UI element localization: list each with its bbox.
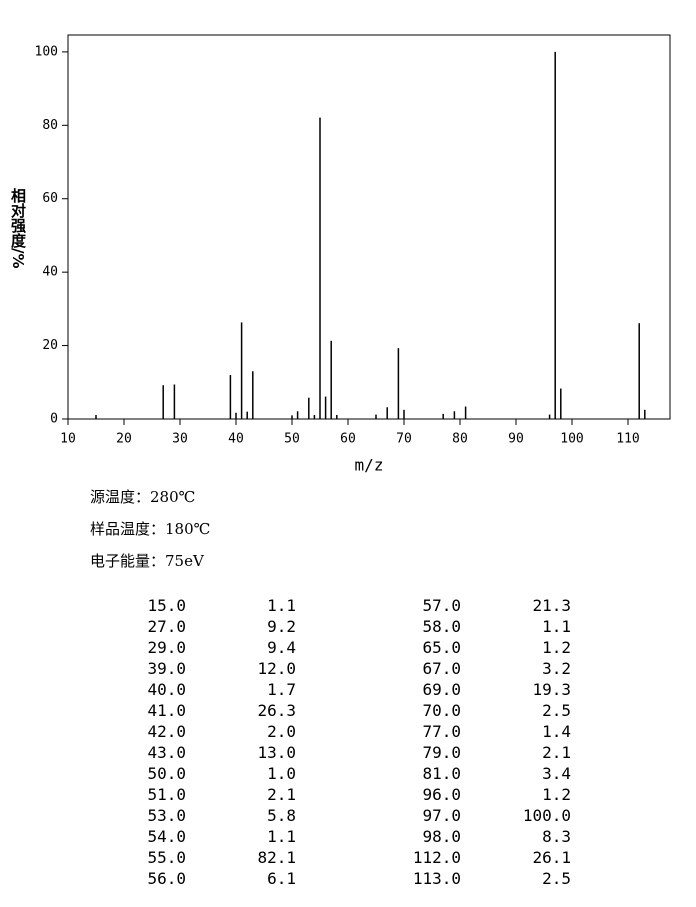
table-cell: 13.0 (257, 743, 296, 762)
table-cell: 1.2 (542, 638, 571, 657)
table-cell: 19.3 (532, 680, 571, 699)
info-line: 样品温度：180℃ (90, 520, 211, 538)
table-cell: 26.1 (532, 848, 571, 867)
table-cell: 5.8 (267, 806, 296, 825)
table-cell: 58.0 (422, 617, 461, 636)
table-cell: 70.0 (422, 701, 461, 720)
table-cell: 98.0 (422, 827, 461, 846)
x-tick-label: 100 (560, 432, 583, 447)
table-cell: 57.0 (422, 596, 461, 615)
info-line: 源温度：280℃ (90, 488, 196, 506)
table-cell: 2.1 (542, 743, 571, 762)
table-cell: 1.0 (267, 764, 296, 783)
table-cell: 77.0 (422, 722, 461, 741)
y-tick-label: 80 (42, 118, 58, 133)
table-cell: 55.0 (147, 848, 186, 867)
table-cell: 81.0 (422, 764, 461, 783)
table-cell: 2.0 (267, 722, 296, 741)
table-cell: 29.0 (147, 638, 186, 657)
table-cell: 53.0 (147, 806, 186, 825)
table-cell: 27.0 (147, 617, 186, 636)
chart: m/z 0 20 40 60 80 100 10 20 30 40 50 60 70 80 90 100 110 (35, 34, 671, 475)
x-tick-label: 10 (60, 432, 76, 447)
x-tick-label: 20 (116, 432, 132, 447)
table-cell: 54.0 (147, 827, 186, 846)
table-cell: 12.0 (257, 659, 296, 678)
table-cell: 40.0 (147, 680, 186, 699)
table-cell: 41.0 (147, 701, 186, 720)
x-tick-label: 80 (452, 432, 468, 447)
table-cell: 6.1 (267, 869, 296, 888)
table-cell: 50.0 (147, 764, 186, 783)
table-cell: 2.5 (542, 869, 571, 888)
table-cell: 3.2 (542, 659, 571, 678)
table-cell: 82.1 (257, 848, 296, 867)
x-tick-label: 110 (616, 432, 639, 447)
table-cell: 43.0 (147, 743, 186, 762)
y-tick-label: 60 (42, 191, 58, 206)
table-cell: 15.0 (147, 596, 186, 615)
table-cell: 112.0 (412, 848, 461, 867)
x-tick-label: 70 (396, 432, 412, 447)
table-cell: 79.0 (422, 743, 461, 762)
plot-frame (67, 34, 671, 420)
y-tick-label: 100 (35, 44, 58, 59)
y-tick-label: 0 (50, 412, 58, 427)
table-cell: 2.5 (542, 701, 571, 720)
table-cell: 1.1 (267, 596, 296, 615)
table-cell: 1.1 (542, 617, 571, 636)
table-cell: 96.0 (422, 785, 461, 804)
table-cell: 39.0 (147, 659, 186, 678)
table-cell: 100.0 (522, 806, 571, 825)
table-cell: 1.1 (267, 827, 296, 846)
table-cell: 9.4 (267, 638, 296, 657)
table-cell: 26.3 (257, 701, 296, 720)
table-cell: 42.0 (147, 722, 186, 741)
table-cell: 21.3 (532, 596, 571, 615)
y-axis-label: 相对强度/% (9, 188, 27, 269)
table-cell: 69.0 (422, 680, 461, 699)
table-cell: 67.0 (422, 659, 461, 678)
table-cell: 2.1 (267, 785, 296, 804)
table-cell: 65.0 (422, 638, 461, 657)
table-cell: 3.4 (542, 764, 571, 783)
x-tick-label: 90 (508, 432, 524, 447)
table-cell: 8.3 (542, 827, 571, 846)
table-cell: 9.2 (267, 617, 296, 636)
table-cell: 56.0 (147, 869, 186, 888)
table-cell: 113.0 (412, 869, 461, 888)
y-tick-label: 20 (42, 338, 58, 353)
table-cell: 51.0 (147, 785, 186, 804)
table-cell: 1.7 (267, 680, 296, 699)
x-tick-label: 60 (340, 432, 356, 447)
table-cell: 1.2 (542, 785, 571, 804)
y-tick-label: 40 (42, 265, 58, 280)
table-cell: 1.4 (542, 722, 571, 741)
x-axis-label: m/z (355, 456, 384, 475)
x-tick-label: 40 (228, 432, 244, 447)
table-cell: 97.0 (422, 806, 461, 825)
info-line: 电子能量：75eV (90, 552, 204, 570)
x-tick-label: 30 (172, 432, 188, 447)
x-tick-label: 50 (284, 432, 300, 447)
